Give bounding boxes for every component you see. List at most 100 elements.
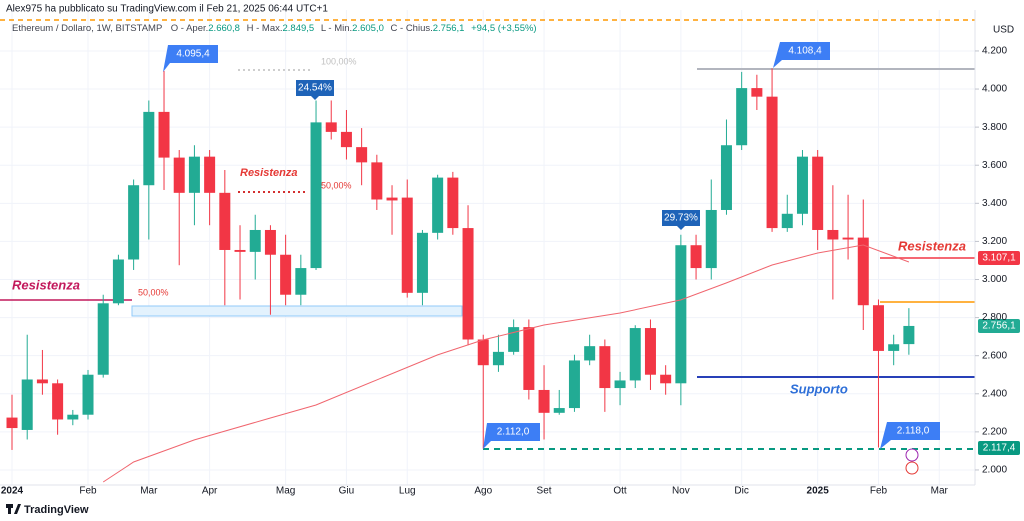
- candle-body: [842, 237, 854, 240]
- candle-body: [812, 156, 824, 230]
- y-tick-label: 3.800: [982, 122, 1007, 133]
- change: +94,5 (+3,55%): [471, 23, 537, 34]
- brand: TradingView: [24, 504, 89, 516]
- callout: 2.118,0: [880, 422, 940, 449]
- x-tick-label: Nov: [672, 486, 690, 497]
- y-tick-label: 2.600: [982, 350, 1007, 361]
- candle-body: [477, 339, 489, 366]
- candle-body: [82, 374, 94, 415]
- candle-body: [599, 346, 611, 389]
- fib-label: 50,00%: [321, 180, 352, 190]
- candle-body: [675, 245, 687, 384]
- candle-body: [21, 379, 33, 430]
- candle-body: [356, 147, 368, 163]
- callout: 4.095,4: [163, 45, 218, 72]
- fib-label: 50,00%: [138, 287, 169, 297]
- price-label-box: [978, 319, 1020, 333]
- callout-text: 2.112,0: [497, 427, 530, 438]
- x-tick-label: Apr: [202, 486, 218, 497]
- price-label: 3.107,1: [982, 253, 1016, 264]
- x-tick-label: Mag: [276, 486, 295, 497]
- y-tick-label: 4.000: [982, 84, 1007, 95]
- ohlc-key: L - Min.: [321, 23, 352, 34]
- plot: [6, 68, 915, 483]
- candle-body: [888, 344, 900, 351]
- candle-body: [736, 88, 748, 146]
- x-tick-label: Feb: [79, 486, 97, 497]
- percent-box: 24.54%: [296, 80, 334, 100]
- candle-body: [690, 245, 702, 269]
- candle-body: [340, 131, 352, 148]
- ohlc-value: 2.605,0: [352, 23, 384, 34]
- moving-average: [102, 244, 910, 483]
- candle-body: [705, 209, 717, 269]
- candle-body: [67, 414, 79, 420]
- x-tick-label: Ott: [613, 486, 627, 497]
- candle-body: [751, 88, 763, 97]
- candle-body: [781, 213, 793, 229]
- y-tick-label: 3.600: [982, 160, 1007, 171]
- candle-body: [568, 360, 580, 409]
- legend: Ethereum / Dollaro, 1W, BITSTAMP O - Ape…: [12, 23, 537, 34]
- candle-body: [36, 379, 48, 384]
- y-tick-label: 3.400: [982, 198, 1007, 209]
- x-tick-label: Giu: [339, 486, 355, 497]
- candle-body: [644, 328, 656, 375]
- resistance-label: Resistenza: [240, 167, 297, 179]
- ohlc-key: H - Max.: [247, 23, 283, 34]
- event-icon[interactable]: [905, 461, 919, 475]
- candle-body: [796, 156, 808, 214]
- candle-body: [158, 111, 170, 158]
- fib-label: 100,00%: [321, 56, 357, 66]
- candle-body: [492, 351, 504, 366]
- candle-body: [280, 254, 292, 295]
- candle-body: [766, 96, 778, 229]
- candle-body: [462, 228, 474, 340]
- callout: 2.112,0: [483, 423, 540, 449]
- candle-body: [538, 389, 550, 413]
- x-tick-label: Lug: [399, 486, 416, 497]
- candle-body: [6, 417, 18, 429]
- candle-body: [872, 305, 884, 351]
- candle-body: [325, 122, 337, 132]
- percent-text: 29.73%: [664, 213, 698, 224]
- candle-body: [204, 156, 216, 193]
- candle-body: [432, 177, 444, 233]
- zone-rect: [131, 305, 463, 317]
- candle-body: [903, 325, 915, 345]
- candle-body: [97, 303, 109, 375]
- candle-body: [128, 185, 140, 260]
- candle-body: [52, 383, 64, 420]
- y-tick-label: 4.200: [982, 46, 1007, 57]
- candle-body: [523, 327, 535, 390]
- callout-text: 4.108,4: [788, 46, 822, 57]
- candle-body: [447, 177, 459, 229]
- ohlc-value: 2.756,1: [433, 23, 465, 34]
- candle-body: [720, 145, 732, 210]
- price-label-box: [978, 441, 1020, 455]
- resistance-label: Resistenza: [898, 238, 966, 253]
- price-label: 2.756,1: [982, 321, 1016, 332]
- resistance-label: Resistenza: [12, 277, 80, 292]
- candle-body: [857, 237, 869, 306]
- percent-box: 29.73%: [662, 210, 700, 230]
- candle-body: [660, 374, 672, 384]
- candle-body: [371, 162, 383, 200]
- event-icon[interactable]: [905, 448, 919, 462]
- callout-text: 2.118,0: [897, 426, 930, 437]
- x-tick-label: Ago: [474, 486, 492, 497]
- x-tick-label: Set: [537, 486, 552, 497]
- candle-body: [584, 346, 596, 361]
- candle-body: [264, 229, 276, 255]
- candle-body: [553, 408, 565, 413]
- ohlc-key: O - Aper.: [171, 23, 209, 34]
- price-label: 2.117,4: [983, 443, 1016, 454]
- y-tick-label: 2.200: [982, 427, 1007, 438]
- author-line: Alex975 ha pubblicato su TradingView.com…: [6, 4, 328, 15]
- y-tick-label: 3.000: [982, 274, 1007, 285]
- callout: 4.108,4: [773, 42, 830, 68]
- ohlc-value: 2.849,5: [283, 23, 315, 34]
- price-label-box: [978, 251, 1020, 265]
- x-tick-label: Dic: [734, 486, 748, 497]
